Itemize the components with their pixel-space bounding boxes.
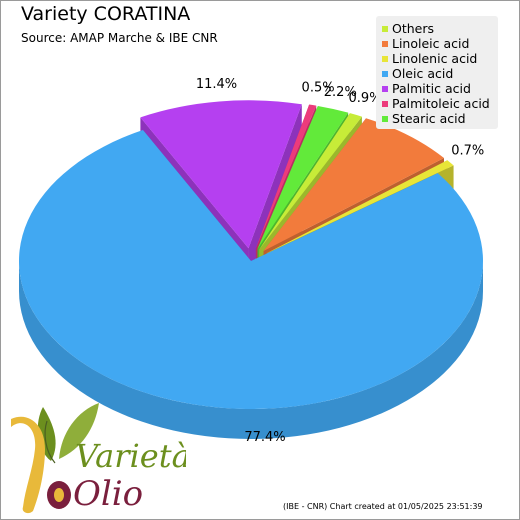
data-label-linolenic-acid: 0.7%	[451, 143, 484, 158]
legend-swatch	[382, 115, 388, 122]
chart-subtitle: Source: AMAP Marche & IBE CNR	[21, 31, 218, 45]
legend-label: Oleic acid	[392, 66, 454, 81]
pie-slice-oleic-acid	[18, 130, 483, 439]
chart-legend: Others Linoleic acid Linolenic acid Oleic a…	[376, 16, 498, 129]
chart-footer: (IBE - CNR) Chart created at 01/05/2025 …	[283, 502, 483, 511]
data-label-palmitic-acid: 11.4%	[196, 77, 237, 92]
legend-item-others: Others	[382, 21, 498, 36]
legend-swatch	[382, 85, 388, 92]
legend-item-oleic-acid: Oleic acid	[382, 66, 498, 81]
data-label-others: 0.9%	[349, 91, 382, 106]
legend-item-palmitic-acid: Palmitic acid	[382, 81, 498, 96]
legend-label: Palmitoleic acid	[392, 96, 490, 111]
logo-text-line1: Varietà	[75, 437, 186, 475]
legend-swatch	[382, 40, 388, 47]
variety-olio-logo: Varietà Olio	[11, 403, 186, 514]
data-label-palmitoleic-acid: 0.5%	[302, 81, 335, 96]
legend-item-linoleic-acid: Linoleic acid	[382, 36, 498, 51]
legend-item-palmitoleic-acid: Palmitoleic acid	[382, 96, 498, 111]
legend-swatch	[382, 100, 388, 107]
logo-text-line2: Olio	[73, 474, 143, 514]
legend-label: Others	[392, 21, 435, 36]
legend-swatch	[382, 70, 388, 77]
legend-item-stearic-acid: Stearic acid	[382, 111, 498, 126]
legend-label: Palmitic acid	[392, 81, 471, 96]
leaf-right-icon	[59, 403, 99, 459]
legend-swatch	[382, 55, 388, 62]
legend-label: Linoleic acid	[392, 36, 470, 51]
legend-swatch	[382, 25, 388, 32]
chart-title: Variety CORATINA	[21, 3, 191, 25]
data-label-oleic-acid: 77.4%	[244, 430, 285, 445]
legend-item-linolenic-acid: Linolenic acid	[382, 51, 498, 66]
brush-stroke-icon	[11, 416, 45, 514]
data-label-stearic-acid: 2.2%	[324, 85, 357, 100]
legend-label: Linolenic acid	[392, 51, 478, 66]
legend-label: Stearic acid	[392, 111, 466, 126]
